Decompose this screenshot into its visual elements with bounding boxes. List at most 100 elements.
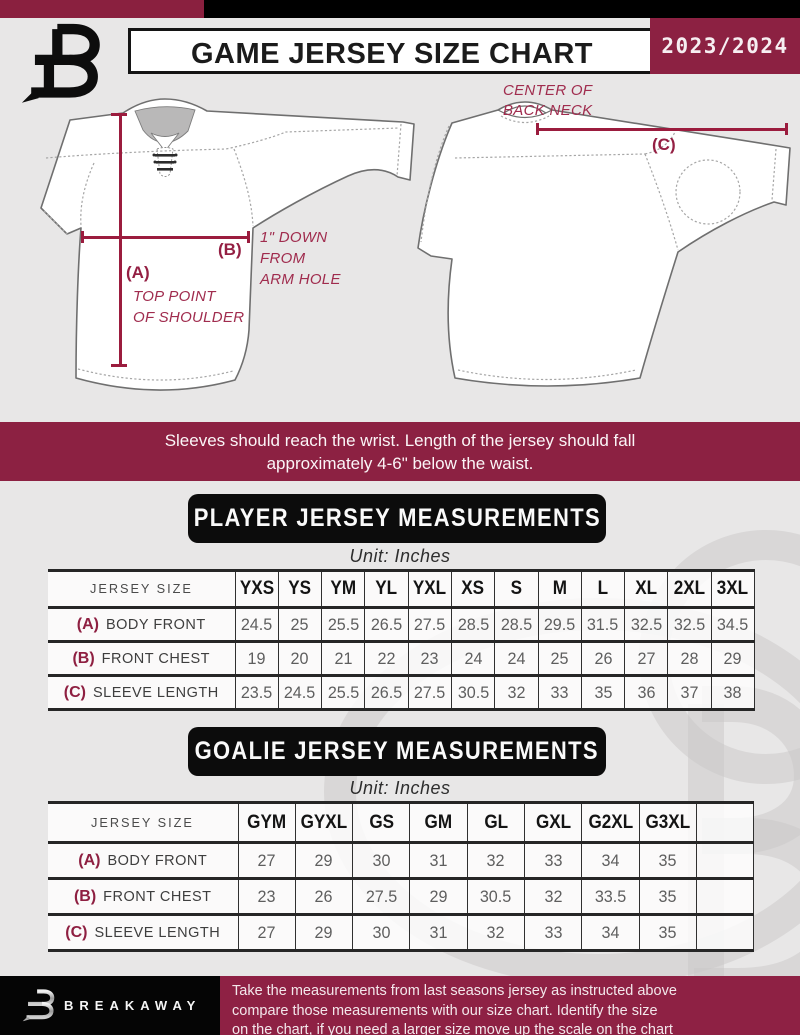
empty-cell bbox=[695, 913, 755, 952]
empty-cell bbox=[695, 877, 755, 916]
measurement-cell: 23 bbox=[237, 877, 296, 916]
measurement-cell: 30 bbox=[352, 913, 410, 952]
size-column-header: GXL bbox=[523, 801, 582, 844]
measurement-cell: 29.5 bbox=[537, 606, 582, 643]
measurement-cell: 35 bbox=[638, 841, 697, 880]
brand-name: BREAKAWAY bbox=[64, 998, 202, 1013]
measurement-cell: 19 bbox=[234, 640, 279, 677]
size-column-header-text: GL bbox=[483, 811, 508, 833]
measurement-cell-text: 26 bbox=[314, 886, 333, 906]
row-label-cell: (A) BODY FRONT bbox=[48, 841, 238, 880]
measurement-cell-text: 26.5 bbox=[370, 614, 403, 634]
size-column-header-text: M bbox=[552, 578, 567, 599]
measurement-cell-text: 30 bbox=[372, 850, 391, 870]
size-column-header: YL bbox=[364, 569, 409, 609]
measurement-cell: 35 bbox=[638, 877, 697, 916]
label-a-note-line1: TOP POINT bbox=[133, 288, 216, 305]
label-b: (B) bbox=[218, 240, 242, 259]
row-label-text: FRONT CHEST bbox=[101, 650, 211, 667]
measurement-cell: 33 bbox=[523, 841, 582, 880]
measurement-cell-text: 25.5 bbox=[327, 614, 359, 634]
size-column-header: XS bbox=[450, 569, 495, 609]
measurement-cell: 24.5 bbox=[234, 606, 279, 643]
size-column-header-text: GXL bbox=[535, 811, 571, 833]
label-b-note: 1" DOWN FROM ARM HOLE bbox=[260, 227, 341, 290]
measurement-cell-text: 28.5 bbox=[500, 614, 533, 634]
size-column-header-text: S bbox=[510, 578, 523, 599]
measurement-cell: 33.5 bbox=[581, 877, 640, 916]
table-row: (C) SLEEVE LENGTH 27 29 30 31 32 33 34 35 bbox=[48, 913, 755, 952]
size-column-header-text: YXL bbox=[413, 578, 447, 599]
measurement-cell: 30 bbox=[352, 841, 410, 880]
measurement-cell: 32.5 bbox=[624, 606, 668, 643]
measurement-cell-text: 38 bbox=[723, 682, 742, 702]
goalie-section-heading: GOALIE JERSEY MEASUREMENTS bbox=[188, 727, 606, 776]
size-column-header-text: XS bbox=[461, 578, 485, 599]
measurement-cell: 32 bbox=[494, 674, 539, 711]
size-column-header: XL bbox=[624, 569, 668, 609]
size-column-header: 3XL bbox=[710, 569, 756, 609]
fit-note-banner: Sleeves should reach the wrist. Length o… bbox=[0, 422, 800, 481]
row-label-cell: (C) SLEEVE LENGTH bbox=[48, 913, 238, 952]
size-column-header: M bbox=[537, 569, 582, 609]
measurement-cell-text: 24.5 bbox=[284, 682, 316, 702]
measurement-cell-text: 35 bbox=[658, 850, 677, 870]
measurement-cell-text: 34 bbox=[601, 850, 620, 870]
breakaway-b-logo-icon bbox=[21, 20, 104, 103]
top-accent-bar-black bbox=[204, 0, 800, 18]
row-label-text: BODY FRONT bbox=[107, 852, 208, 869]
measurement-cell: 26.5 bbox=[364, 606, 409, 643]
measurement-cell-text: 36 bbox=[637, 682, 656, 702]
measurement-cell-text: 24.5 bbox=[240, 614, 273, 634]
measurement-cell: 27 bbox=[237, 913, 296, 952]
measurement-cell: 23.5 bbox=[234, 674, 279, 711]
table-header-row: JERSEY SIZE GYM GYXL GS GM GL GXL G2XL G3XL bbox=[48, 801, 755, 844]
measurement-cell-text: 31 bbox=[429, 850, 448, 870]
measurement-cell: 24 bbox=[494, 640, 539, 677]
top-accent-bar-maroon bbox=[0, 0, 204, 18]
row-label: (C) SLEEVE LENGTH bbox=[65, 924, 220, 942]
measurement-cell: 32.5 bbox=[667, 606, 712, 643]
measurement-cell: 23 bbox=[407, 640, 452, 677]
measure-line-b-left-tick bbox=[81, 231, 84, 243]
size-column-header: L bbox=[580, 569, 625, 609]
measurement-cell: 26 bbox=[580, 640, 625, 677]
size-column-header: YXS bbox=[234, 569, 279, 609]
measurement-cell-text: 28.5 bbox=[457, 614, 489, 634]
measurement-cell: 31 bbox=[409, 841, 468, 880]
measurement-cell: 34.5 bbox=[710, 606, 756, 643]
measure-line-c-right-tick bbox=[785, 123, 788, 135]
measurement-cell: 30.5 bbox=[466, 877, 525, 916]
measurement-cell: 25.5 bbox=[321, 606, 365, 643]
empty-column-header bbox=[695, 801, 755, 844]
measurement-cell: 28 bbox=[667, 640, 712, 677]
measure-line-c-left-tick bbox=[536, 123, 539, 135]
size-column-header: GM bbox=[409, 801, 468, 844]
measurement-cell-text: 29 bbox=[314, 922, 333, 942]
measure-line-a bbox=[119, 114, 122, 366]
label-c-note-line2: BACK NECK bbox=[503, 102, 593, 119]
size-column-header: YM bbox=[321, 569, 365, 609]
measurement-cell: 24 bbox=[450, 640, 495, 677]
measurement-cell-text: 27.5 bbox=[365, 886, 397, 906]
measurement-cell-text: 29 bbox=[429, 886, 448, 906]
player-unit-label: Unit: Inches bbox=[349, 545, 451, 566]
label-c-note-line1: CENTER OF bbox=[503, 82, 593, 99]
measurement-cell-text: 26 bbox=[594, 648, 613, 668]
measurement-cell-text: 25 bbox=[290, 614, 309, 634]
size-column-header: GYM bbox=[237, 801, 296, 844]
player-heading-text: PLAYER JERSEY MEASUREMENTS bbox=[193, 504, 601, 532]
measurement-cell: 34 bbox=[581, 913, 640, 952]
measurement-cell-text: 32 bbox=[486, 850, 505, 870]
label-b-note-line2: FROM bbox=[260, 250, 306, 267]
row-label-text: FRONT CHEST bbox=[103, 888, 212, 905]
row-label: (B) FRONT CHEST bbox=[74, 888, 212, 906]
label-a-note: TOP POINT OF SHOULDER bbox=[133, 286, 244, 328]
size-column-header-text: 2XL bbox=[673, 578, 706, 599]
footer-line3: on the chart, if you need a larger size … bbox=[232, 1022, 673, 1035]
measurement-cell-text: 33 bbox=[544, 922, 563, 942]
season-label: 2023/2024 bbox=[661, 34, 789, 58]
measurement-cell-text: 35 bbox=[658, 886, 677, 906]
measurement-cell-text: 32 bbox=[486, 922, 505, 942]
measurement-cell: 38 bbox=[710, 674, 756, 711]
